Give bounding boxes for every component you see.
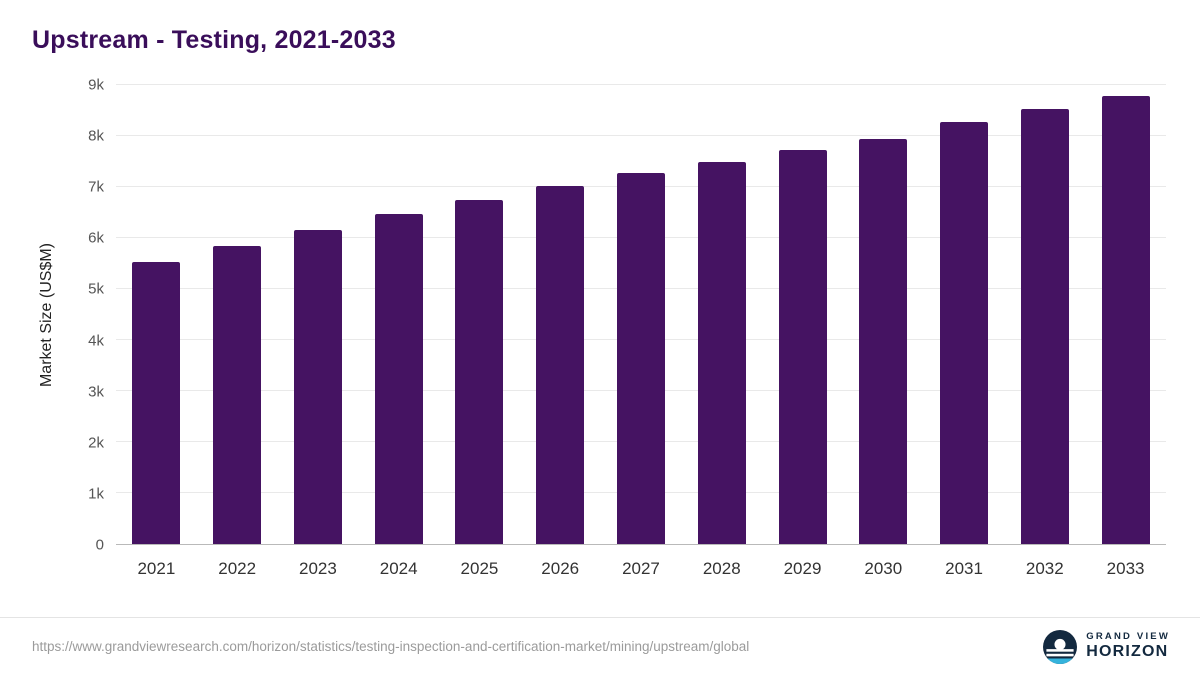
x-tick-label: 2026 [541,559,580,578]
bar-column [1085,85,1166,544]
gridline [116,84,1166,85]
y-tick-label: 9k [88,76,104,94]
x-tick-label: 2033 [1106,559,1145,578]
x-tick-label: 2031 [945,559,983,578]
horizon-logo-icon [1043,629,1078,664]
x-tick-label: 2021 [137,559,176,578]
y-tick-label: 8k [88,127,104,145]
bar-2021 [132,261,181,544]
bar-2026 [536,185,585,544]
y-tick-label: 4k [88,332,104,350]
y-tick-label: 0 [95,536,104,554]
bar-column [278,85,359,544]
x-axis-labels: 2021 2022 2023 2024 2025 2026 2027 2028 2029 2030… [116,545,1166,591]
x-tick-label: 2028 [702,559,741,578]
brand-name-top: GRAND VIEW [1086,630,1170,642]
bar-2031 [940,121,989,544]
bar-2030 [859,138,908,544]
bar-2022 [213,246,262,544]
bar-2027 [616,172,665,544]
x-tick-label: 2022 [218,559,257,578]
y-axis-ticks: 0 1k 2k 3k 4k 5k 6k 7k 8k 9k [64,77,116,554]
source-url: https://www.grandviewresearch.com/horizo… [32,639,750,654]
x-tick-label: 2027 [622,559,660,578]
bar-column [116,85,197,544]
bar-2025 [455,199,504,544]
bar-column [924,85,1005,544]
x-tick-label: 2023 [299,559,337,578]
y-tick-label: 6k [88,229,104,247]
brand-name-bottom: HORIZON [1086,642,1169,660]
bar-column [601,85,682,544]
x-tick-label: 2024 [379,559,418,578]
x-tick-label: 2025 [460,559,499,578]
bar-column [843,85,924,544]
bar-2029 [778,149,827,544]
x-tick-label: 2029 [783,559,822,578]
bar-2024 [374,214,423,544]
bar-2028 [697,161,746,544]
bar-column [520,85,601,544]
y-tick-label: 3k [88,383,104,401]
x-tick-label: 2030 [864,559,903,578]
gridline [116,135,1166,136]
bar-column [1004,85,1085,544]
bar-column [197,85,278,544]
footer: https://www.grandviewresearch.com/horizo… [0,617,1200,675]
bar-column [762,85,843,544]
brand-text: GRAND VIEW HORIZON [1086,630,1170,661]
plot-area [116,84,1166,545]
grand-view-horizon-logo: GRAND VIEW HORIZON [1043,629,1170,664]
bar-column [358,85,439,544]
y-tick-label: 1k [88,485,104,503]
y-tick-label: 2k [88,434,104,452]
y-axis-label-wrap: Market Size (US$M) [30,85,64,545]
bar-2033 [1101,95,1150,544]
bar-2032 [1020,108,1069,544]
bar-chart: Market Size (US$M) 0 1k 2k 3k 4k 5k 6k 7k 8k 9k 2… [30,77,1166,591]
bar-2023 [293,229,342,544]
y-axis-label: Market Size (US$M) [38,242,55,388]
bar-column [681,85,762,544]
x-tick-label: 2032 [1025,559,1064,578]
bar-column [439,85,520,544]
y-tick-label: 7k [88,178,104,196]
chart-title: Upstream - Testing, 2021-2033 [32,26,396,54]
y-tick-label: 5k [88,280,104,298]
